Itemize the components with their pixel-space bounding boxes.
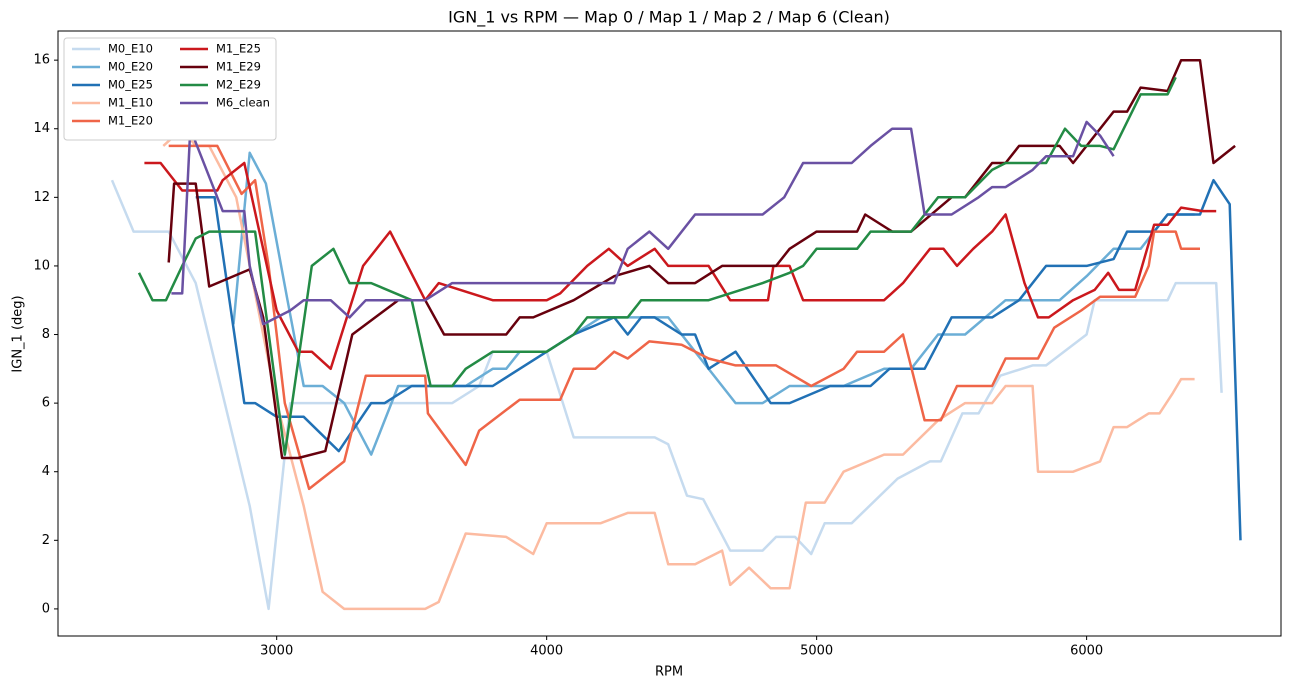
series-line xyxy=(137,76,1177,456)
y-tick-label: 12 xyxy=(33,190,50,205)
y-tick-label: 8 xyxy=(42,327,50,342)
legend: M0_E10 M0_E20 M0_E25 M1_E10 M1_E20 M1_E25 M1_E… xyxy=(63,37,277,141)
legend-box xyxy=(63,37,277,141)
chart-title: IGN_1 vs RPM — Map 0 / Map 1 / Map 2 / M… xyxy=(448,8,890,28)
series-line xyxy=(167,58,1236,460)
legend-label: M0_E25 xyxy=(108,78,153,92)
y-tick-label: 6 xyxy=(42,396,50,411)
x-tick-label: 6000 xyxy=(1070,644,1103,659)
x-tick-label: 3000 xyxy=(260,644,293,659)
y-tick-label: 2 xyxy=(42,533,50,548)
legend-label: M1_E20 xyxy=(108,114,153,128)
series-line xyxy=(171,120,1115,326)
series-line xyxy=(110,179,1223,611)
x-tick-label: 5000 xyxy=(800,644,833,659)
legend-label: M0_E10 xyxy=(108,42,153,56)
y-tick-label: 14 xyxy=(33,121,50,136)
y-tick-label: 0 xyxy=(42,601,50,616)
series-line xyxy=(144,161,1217,371)
series-line xyxy=(195,178,1242,541)
legend-label: M2_E29 xyxy=(216,78,261,92)
y-tick-label: 16 xyxy=(33,53,50,68)
legend-label: M6_clean xyxy=(216,96,270,110)
legend-label: M0_E20 xyxy=(108,60,153,74)
series-line xyxy=(168,144,1200,491)
legend-label: M1_E29 xyxy=(216,60,261,74)
x-tick-label: 4000 xyxy=(530,644,563,659)
legend-label: M1_E25 xyxy=(216,42,261,56)
plot-frame xyxy=(57,30,1282,637)
y-tick-label: 4 xyxy=(42,464,50,479)
legend-label: M1_E10 xyxy=(108,96,153,110)
y-tick-label: 10 xyxy=(33,258,50,273)
series-line xyxy=(232,151,1195,456)
x-axis-label: RPM xyxy=(655,665,683,680)
y-axis-label: IGN_1 (deg) xyxy=(11,295,26,372)
series-line xyxy=(162,127,1195,611)
